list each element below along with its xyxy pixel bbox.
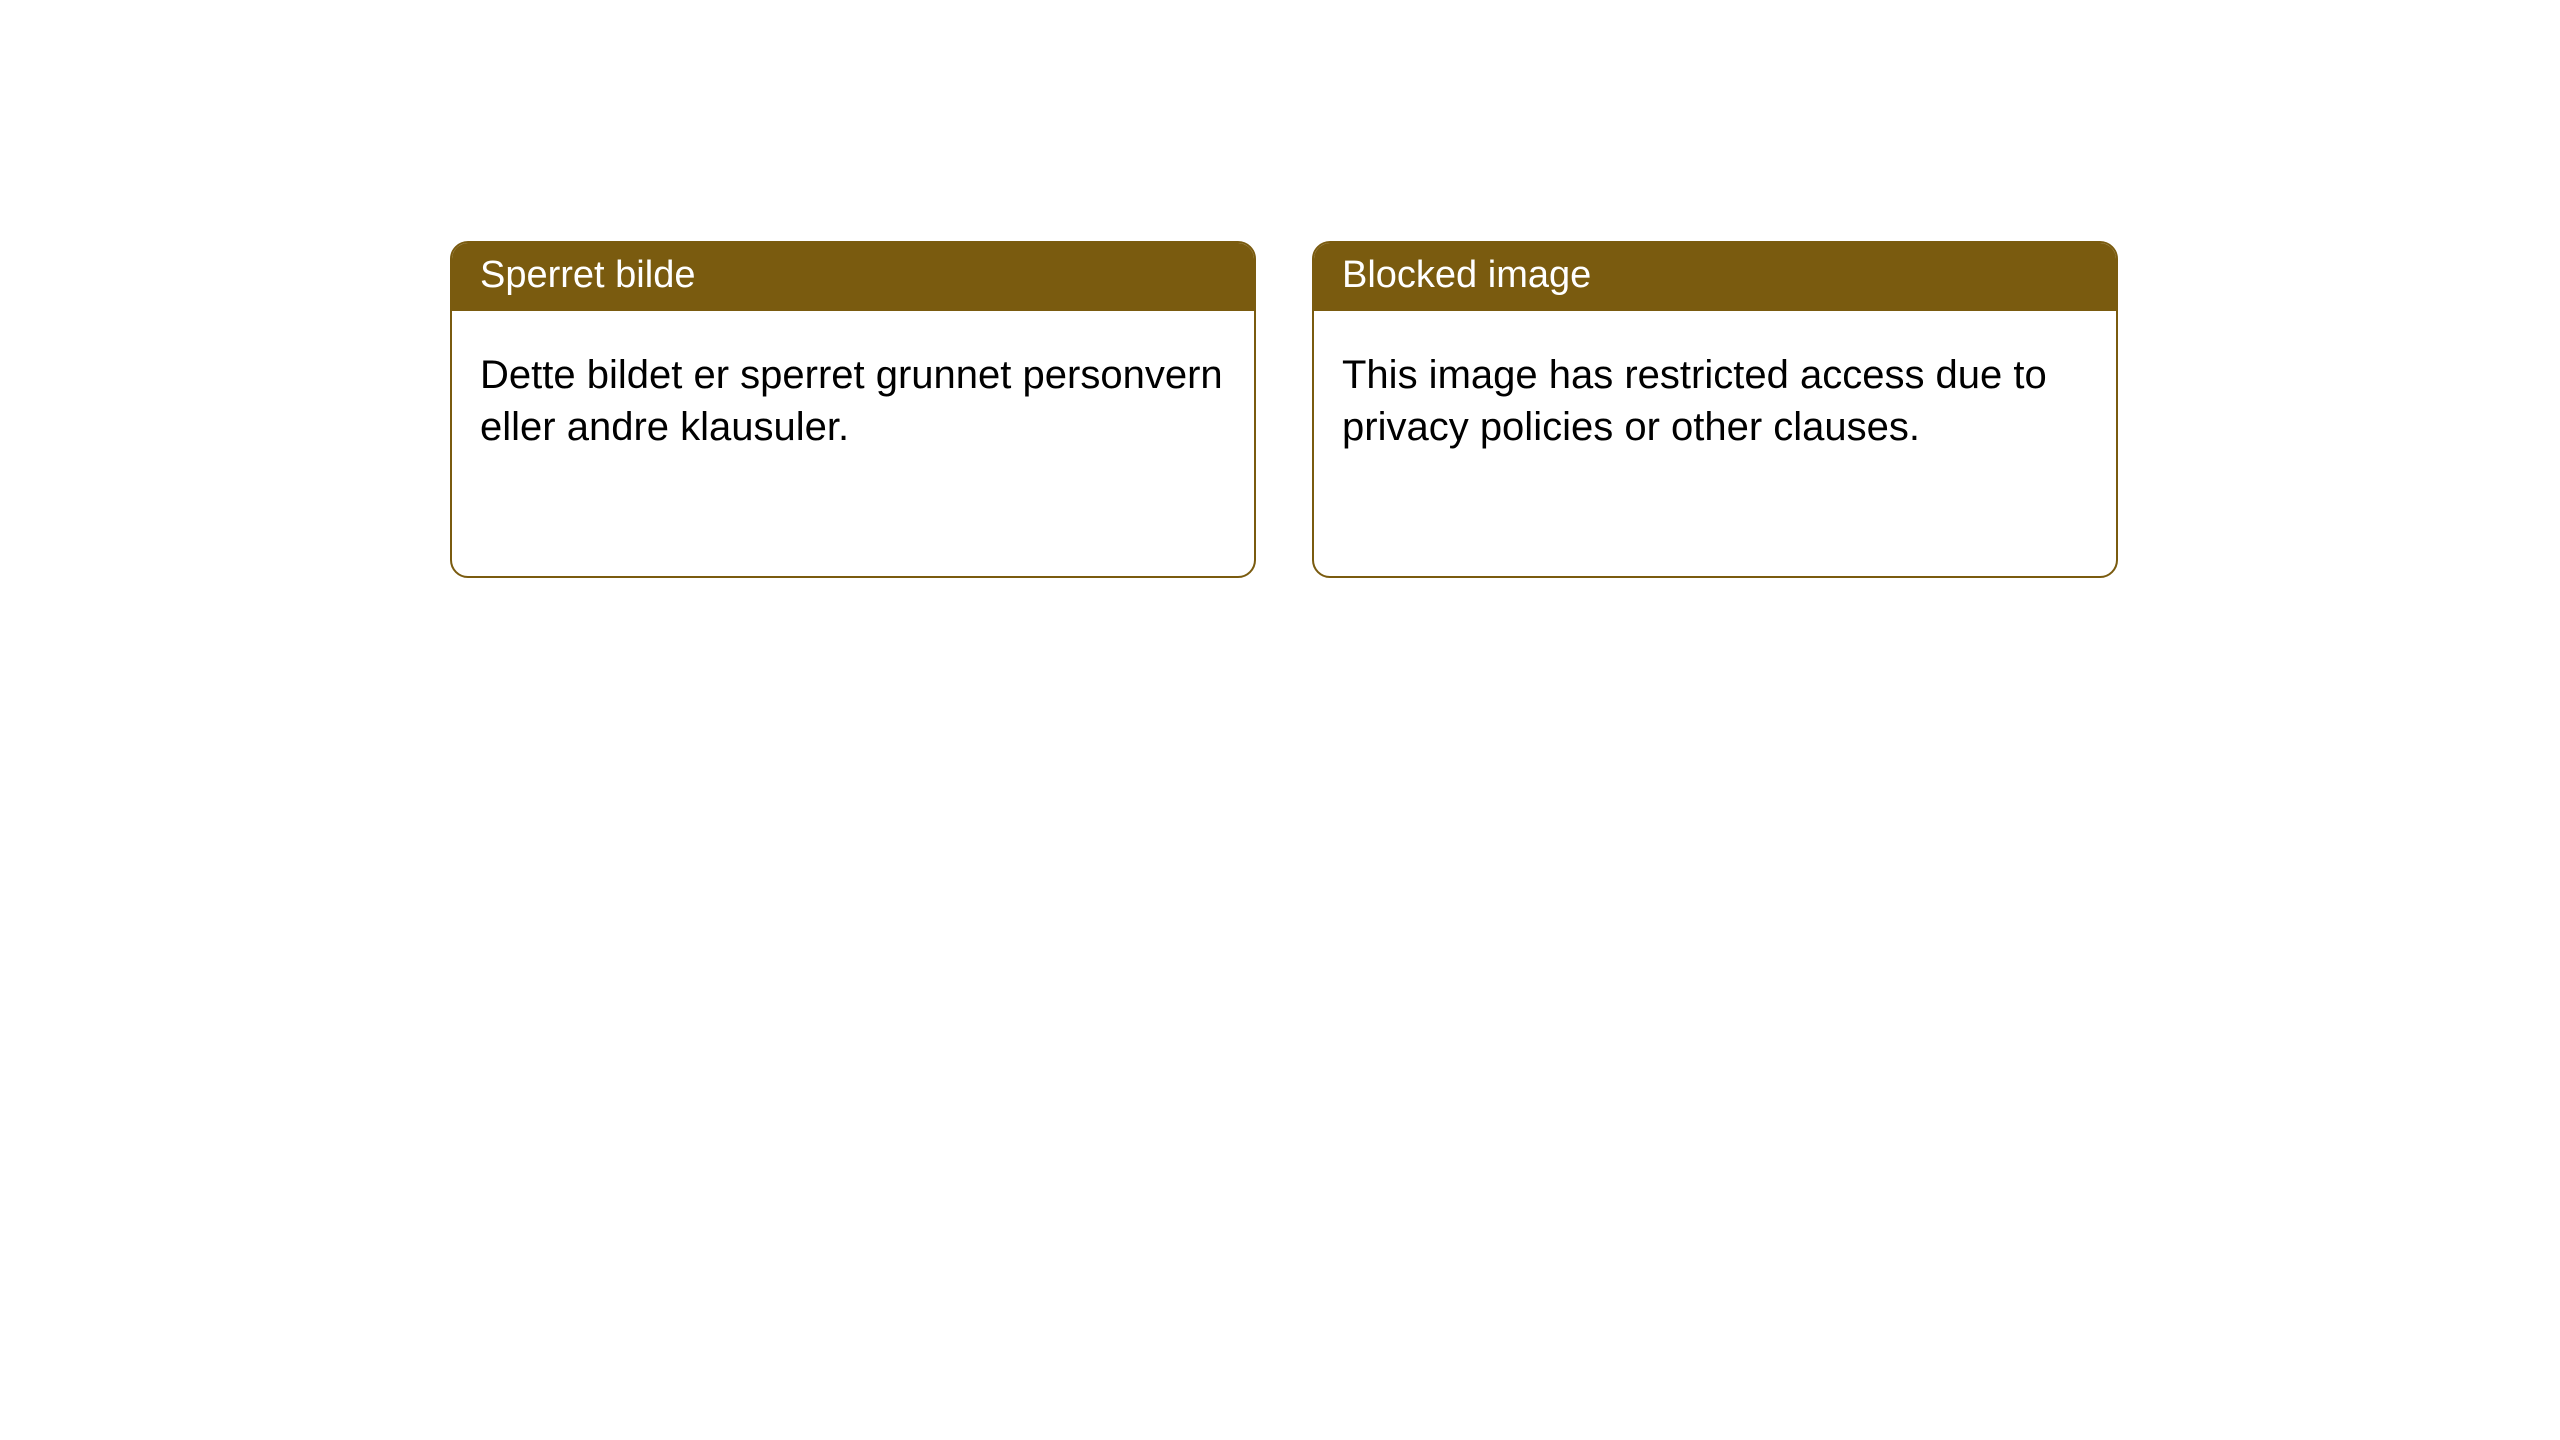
notice-cards-container: Sperret bilde Dette bildet er sperret gr…	[450, 241, 2560, 578]
notice-body-english: This image has restricted access due to …	[1314, 311, 2116, 493]
notice-card-english: Blocked image This image has restricted …	[1312, 241, 2118, 578]
notice-card-norwegian: Sperret bilde Dette bildet er sperret gr…	[450, 241, 1256, 578]
notice-title-english: Blocked image	[1314, 243, 2116, 311]
notice-body-norwegian: Dette bildet er sperret grunnet personve…	[452, 311, 1254, 493]
notice-title-norwegian: Sperret bilde	[452, 243, 1254, 311]
